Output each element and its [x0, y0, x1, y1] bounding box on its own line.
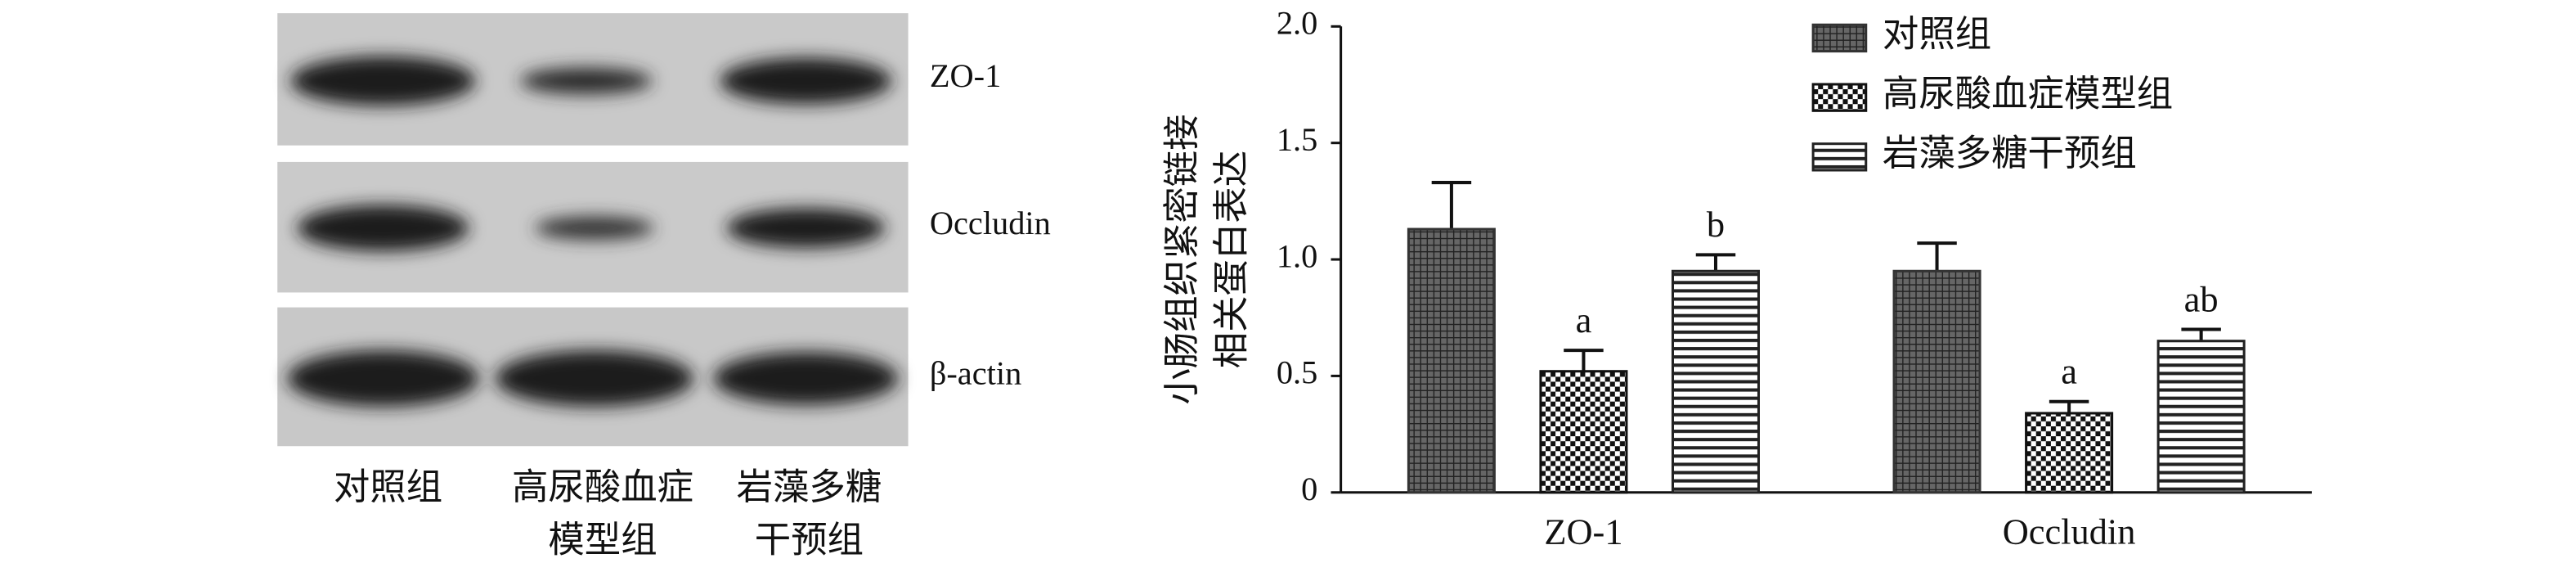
group-label: 模型组 [548, 520, 657, 561]
y-tick-label: 1.0 [1277, 237, 1317, 274]
bar [1671, 269, 1760, 494]
y-axis-label: 相关蛋白表达 [1211, 151, 1252, 368]
legend-swatch [1811, 142, 1868, 172]
y-axis-label: 小肠组织紧密链接 [1161, 114, 1202, 404]
x-tick-label: ZO-1 [1544, 511, 1622, 552]
y-tick-label: 1.5 [1277, 121, 1317, 158]
annotation: ab [2184, 278, 2219, 319]
legend-label: 岩藻多糖干预组 [1883, 133, 2137, 173]
y-tick-label: 0.5 [1277, 354, 1317, 391]
legend-swatch [1811, 23, 1868, 53]
blot-bands [287, 56, 899, 407]
legend-label: 对照组 [1883, 14, 1991, 55]
annotation: a [2061, 351, 2077, 392]
bar [2156, 340, 2246, 494]
legend-swatch [1811, 83, 1868, 112]
group-label: 高尿酸血症 [512, 466, 693, 507]
y-tick-label: 2.0 [1277, 5, 1317, 42]
western-blot [277, 13, 909, 447]
group-label: 对照组 [334, 466, 442, 507]
band-label: Occludin [930, 205, 1051, 241]
y-tick-label: 0 [1301, 471, 1317, 507]
annotation: b [1707, 204, 1725, 245]
band-label: β-actin [930, 355, 1021, 392]
bar [1407, 227, 1496, 494]
group-label: 干预组 [755, 520, 864, 561]
bar [2025, 412, 2114, 494]
legend-label: 高尿酸血症模型组 [1883, 73, 2173, 114]
band-label: ZO-1 [930, 57, 1001, 94]
bar [1539, 370, 1628, 494]
bar [1892, 269, 1981, 494]
x-tick-label: Occludin [2003, 511, 2136, 552]
annotation: a [1576, 300, 1592, 340]
group-label: 岩藻多糖 [737, 466, 882, 507]
